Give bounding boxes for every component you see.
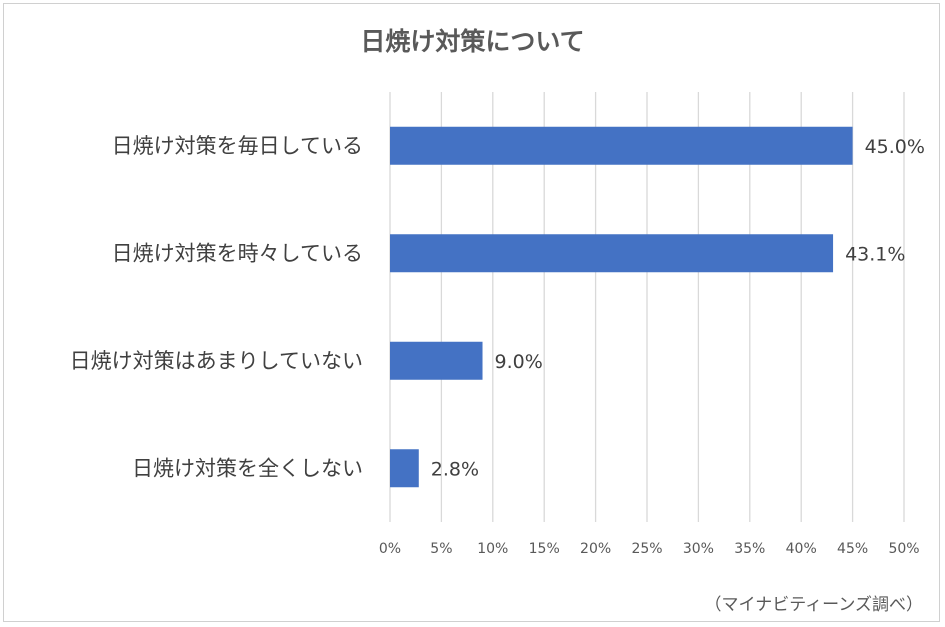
category-label: 日焼け対策を毎日している <box>112 134 363 158</box>
data-label: 9.0% <box>495 351 543 373</box>
chart-frame <box>3 3 940 622</box>
x-tick-label: 15% <box>529 541 560 557</box>
category-label: 日焼け対策はあまりしていない <box>70 349 363 373</box>
x-tick-label: 20% <box>580 541 611 557</box>
bar <box>390 341 483 380</box>
x-tick-label: 40% <box>786 541 817 557</box>
data-label: 2.8% <box>431 458 479 480</box>
chart-title: 日焼け対策について <box>360 27 585 56</box>
x-tick-label: 25% <box>631 541 662 557</box>
x-tick-label: 0% <box>379 541 401 557</box>
x-tick-label: 45% <box>837 541 868 557</box>
x-tick-label: 10% <box>477 541 508 557</box>
source-note: （マイナビティーンズ調べ） <box>704 595 923 615</box>
bar <box>390 234 834 273</box>
x-tick-label: 30% <box>683 541 714 557</box>
bar <box>390 126 853 165</box>
bar <box>390 449 419 488</box>
x-tick-label: 5% <box>430 541 452 557</box>
data-label: 43.1% <box>845 243 905 265</box>
x-tick-label: 35% <box>734 541 765 557</box>
category-label: 日焼け対策を時々している <box>112 241 363 265</box>
data-label: 45.0% <box>865 136 925 158</box>
category-label: 日焼け対策を全くしない <box>132 456 363 480</box>
x-tick-label: 50% <box>888 541 919 557</box>
